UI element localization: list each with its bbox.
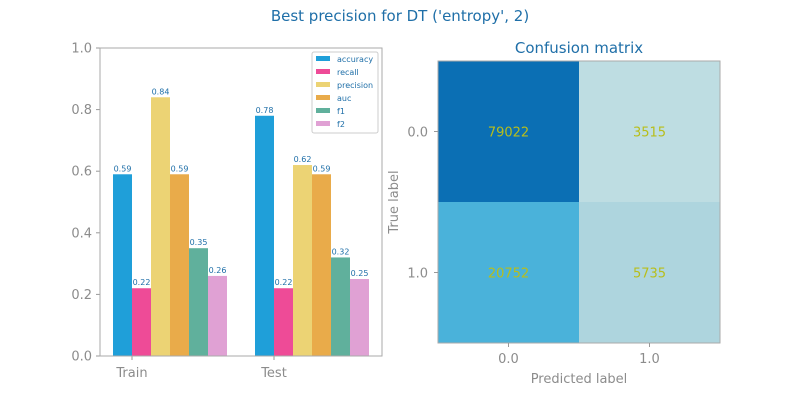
cm-cell-label: 79022 — [488, 126, 529, 141]
legend-label-f2: f2 — [337, 120, 345, 129]
bar-recall-train — [132, 288, 151, 356]
legend-swatch-f1 — [316, 108, 330, 113]
legend-label-recall: recall — [337, 68, 359, 77]
bar-x-tick-label: Train — [115, 366, 147, 381]
bar-legend-box — [311, 51, 379, 134]
bar-value-label: 0.32 — [332, 247, 350, 256]
bar-value-label: 0.59 — [114, 164, 132, 173]
cm-y-tick-label: 1.0 — [407, 267, 428, 282]
confusion-matrix-x-ticks: 0.0 1.0 — [498, 343, 660, 367]
confusion-matrix-frame — [437, 60, 721, 344]
legend-label-precision: precision — [337, 81, 373, 90]
legend-swatch-f2 — [316, 121, 330, 126]
legend-label-f1: f1 — [337, 107, 345, 116]
bar-auc-train — [170, 174, 189, 356]
confusion-matrix-x-label: Predicted label — [531, 372, 628, 387]
bar-recall-test — [274, 288, 293, 356]
bar-y-tick-label: 1.0 — [71, 42, 92, 57]
bar-marks — [113, 97, 369, 356]
bar-y-tick-label: 0.6 — [71, 165, 92, 180]
confusion-matrix-y-ticks: 0.0 1.0 — [407, 126, 438, 282]
bar-value-label: 0.25 — [351, 269, 369, 278]
bar-value-label: 0.59 — [313, 164, 331, 173]
confusion-matrix-title: Confusion matrix — [515, 39, 643, 57]
cm-x-tick-label: 1.0 — [639, 352, 660, 367]
cm-cell-1-1 — [579, 202, 720, 343]
bar-chart: 0.0 0.2 0.4 0.6 0.8 1.0 Train Test 0.59 0.22 0.8… — [71, 42, 383, 381]
cm-cell-1-0 — [438, 202, 579, 343]
bar-value-label: 0.22 — [275, 278, 293, 287]
cm-cell-label: 20752 — [488, 267, 529, 282]
bar-value-labels: 0.590.220.840.590.350.260.780.220.620.59… — [114, 87, 369, 287]
cm-y-tick-label: 0.0 — [407, 126, 428, 141]
bar-f2-train — [208, 275, 227, 356]
bar-accuracy-train — [113, 174, 132, 356]
bar-value-label: 0.84 — [152, 87, 170, 96]
bar-value-label: 0.78 — [256, 106, 274, 115]
cm-x-tick-label: 0.0 — [498, 352, 519, 367]
legend-swatch-auc — [316, 95, 330, 100]
bar-value-label: 0.26 — [209, 266, 227, 275]
bar-auc-test — [312, 174, 331, 356]
confusion-matrix-y-label: True label — [387, 170, 402, 234]
bar-precision-train — [151, 97, 170, 356]
legend-swatch-recall — [316, 69, 330, 74]
cm-cell-0-0 — [438, 61, 579, 202]
bar-f2-test — [350, 279, 369, 356]
cm-cell-label: 3515 — [633, 126, 666, 141]
bar-value-label: 0.35 — [190, 238, 208, 247]
bar-value-label: 0.22 — [133, 278, 151, 287]
legend-swatch-precision — [316, 82, 330, 87]
bar-x-tick-label: Test — [260, 366, 287, 381]
bar-y-tick-label: 0.4 — [71, 226, 92, 241]
bar-accuracy-test — [255, 115, 274, 356]
confusion-matrix-cell-labels: 79022 3515 20752 5735 — [488, 126, 666, 282]
bar-legend: accuracy recall precision auc f1 f2 — [311, 51, 379, 134]
bar-y-tick-label: 0.0 — [71, 350, 92, 365]
bar-y-tick-label: 0.8 — [71, 103, 92, 118]
bar-plot-frame — [99, 47, 383, 357]
legend-label-auc: auc — [337, 94, 351, 103]
bar-y-tick-label: 0.2 — [71, 288, 92, 303]
legend-swatch-accuracy — [316, 56, 330, 61]
bar-x-axis-ticks: Train Test — [115, 356, 287, 381]
confusion-matrix: Confusion matrix 79022 3515 20752 5735 0.0 1… — [387, 39, 721, 387]
cm-cell-0-1 — [579, 61, 720, 202]
bar-precision-test — [293, 165, 312, 356]
bar-value-label: 0.59 — [171, 164, 189, 173]
bar-y-axis-ticks: 0.0 0.2 0.4 0.6 0.8 1.0 — [71, 42, 100, 365]
figure-title: Best precision for DT ('entropy', 2) — [271, 7, 529, 25]
cm-cell-label: 5735 — [633, 267, 666, 282]
bar-value-label: 0.62 — [294, 155, 312, 164]
bar-f1-test — [331, 257, 350, 356]
confusion-matrix-cells — [438, 61, 720, 343]
legend-label-accuracy: accuracy — [337, 55, 373, 64]
bar-f1-train — [189, 248, 208, 356]
